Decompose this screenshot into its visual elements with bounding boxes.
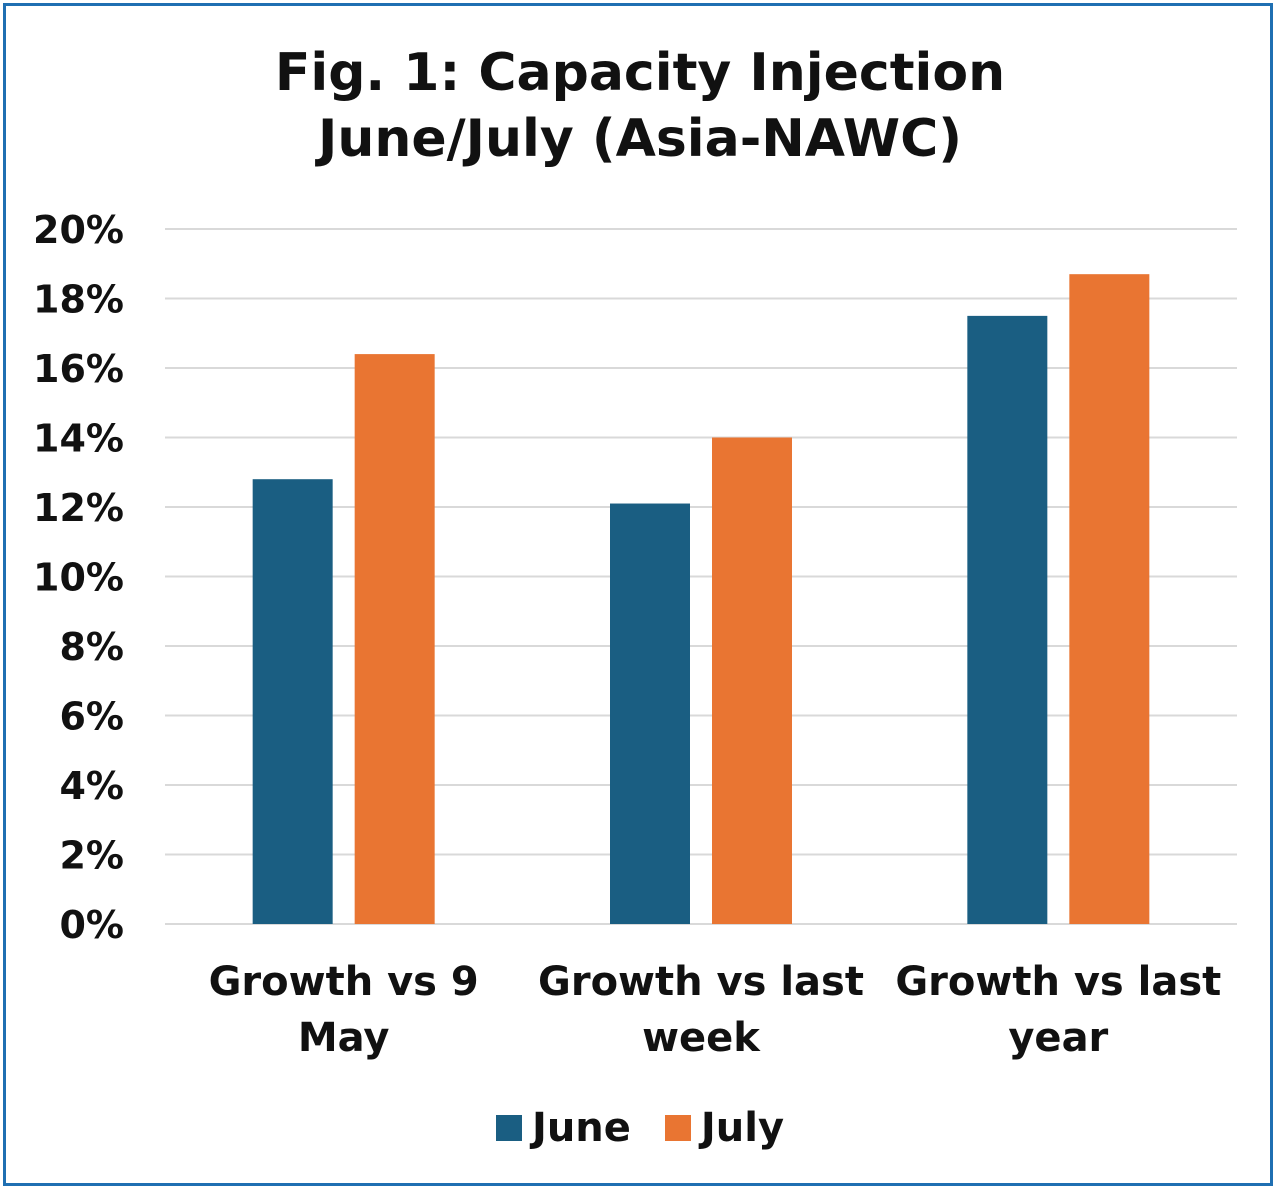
x-category-label-2: Growth vs last year <box>895 959 1221 1061</box>
legend-swatch-july <box>664 1115 691 1141</box>
x-category-label-0: Growth vs 9 May <box>209 959 479 1061</box>
legend-item-june: June <box>495 1105 631 1151</box>
x-category-label-2-line-1: year <box>1008 1015 1108 1061</box>
legend-label-july: July <box>700 1105 785 1151</box>
bar-july-2 <box>1069 274 1150 924</box>
chart-title-line-2: June/July (Asia-NAWC) <box>317 109 962 169</box>
x-category-label-0-line-1: May <box>298 1015 390 1061</box>
y-tick-label-4: 4% <box>59 764 124 808</box>
legend-swatch-june <box>495 1115 522 1141</box>
bar-june-2 <box>967 315 1048 924</box>
y-tick-label-20: 20% <box>33 208 124 252</box>
bar-july-1 <box>712 437 792 924</box>
chart-title-line-1: Fig. 1: Capacity Injection <box>274 43 1006 103</box>
gridlines <box>165 228 1237 925</box>
x-category-label-2-line-0: Growth vs last <box>895 959 1221 1005</box>
y-tick-label-2: 2% <box>59 834 124 878</box>
bar-june-1 <box>610 503 690 924</box>
x-category-label-0-line-0: Growth vs 9 <box>209 959 479 1005</box>
y-tick-label-6: 6% <box>59 695 124 739</box>
y-tick-label-12: 12% <box>33 486 124 530</box>
bar-june-0 <box>252 479 333 924</box>
y-tick-label-14: 14% <box>33 417 124 461</box>
y-tick-label-0: 0% <box>59 903 124 947</box>
legend-item-july: July <box>664 1105 785 1151</box>
y-tick-label-18: 18% <box>33 278 124 322</box>
x-category-label-1: Growth vs last week <box>538 959 864 1061</box>
bars <box>252 274 1150 925</box>
legend-label-june: June <box>531 1105 631 1151</box>
y-tick-label-8: 8% <box>59 625 124 669</box>
chart-legend: June July <box>0 1100 1280 1156</box>
x-category-label-1-line-0: Growth vs last <box>538 959 864 1005</box>
y-tick-label-10: 10% <box>33 556 124 600</box>
y-axis-ticks: 0% 2% 4% 6% 8% 10% 12% 14% 16% 18% 20% <box>33 208 124 947</box>
y-tick-label-16: 16% <box>33 347 124 391</box>
chart-title: Fig. 1: Capacity Injection June/July (As… <box>0 40 1280 172</box>
bar-july-0 <box>354 354 435 925</box>
x-category-label-1-line-1: week <box>642 1015 761 1061</box>
bar-chart-plot: 0% 2% 4% 6% 8% 10% 12% 14% 16% 18% 20% Growth vs 9… <box>33 208 1237 1061</box>
